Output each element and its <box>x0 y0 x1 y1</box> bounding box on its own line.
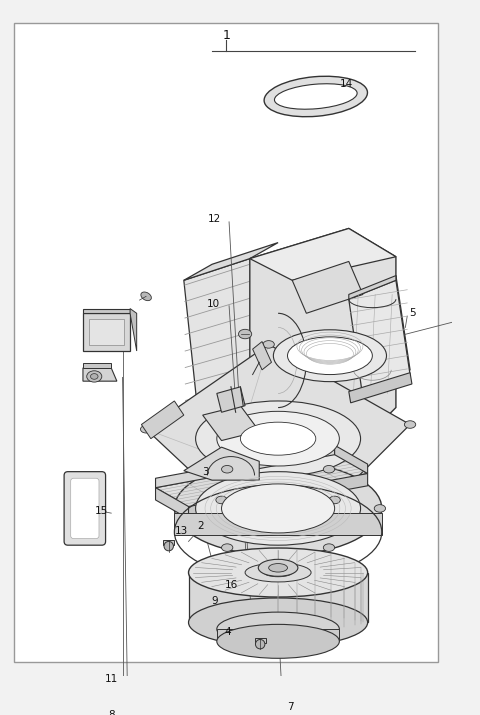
Ellipse shape <box>222 544 233 551</box>
Polygon shape <box>156 488 189 519</box>
Ellipse shape <box>217 612 339 646</box>
Polygon shape <box>203 405 259 440</box>
Ellipse shape <box>222 484 335 533</box>
Ellipse shape <box>216 496 227 503</box>
Polygon shape <box>349 275 396 299</box>
Ellipse shape <box>275 84 357 109</box>
Ellipse shape <box>141 425 152 433</box>
Polygon shape <box>349 280 410 398</box>
Polygon shape <box>254 638 266 644</box>
Ellipse shape <box>87 371 102 382</box>
Ellipse shape <box>374 505 385 512</box>
Polygon shape <box>349 373 412 403</box>
Ellipse shape <box>263 340 274 348</box>
Polygon shape <box>146 345 410 500</box>
Text: 4: 4 <box>225 627 231 637</box>
Polygon shape <box>83 363 111 368</box>
Ellipse shape <box>174 461 382 556</box>
Polygon shape <box>83 313 130 351</box>
Text: 14: 14 <box>340 79 354 89</box>
Polygon shape <box>142 401 184 439</box>
Ellipse shape <box>324 465 335 473</box>
Ellipse shape <box>141 292 151 300</box>
Ellipse shape <box>264 77 368 117</box>
Text: 7: 7 <box>287 702 294 712</box>
Ellipse shape <box>245 563 311 582</box>
Polygon shape <box>217 629 339 641</box>
Polygon shape <box>89 319 124 345</box>
Ellipse shape <box>217 411 339 466</box>
Ellipse shape <box>274 330 386 382</box>
Polygon shape <box>349 275 410 393</box>
Text: 12: 12 <box>208 214 222 224</box>
Ellipse shape <box>329 496 340 503</box>
Polygon shape <box>184 259 269 458</box>
Ellipse shape <box>405 420 416 428</box>
Polygon shape <box>250 229 396 280</box>
Polygon shape <box>156 455 368 506</box>
Polygon shape <box>156 445 335 488</box>
Ellipse shape <box>217 624 339 659</box>
Text: 15: 15 <box>95 506 108 516</box>
Text: 8: 8 <box>108 710 115 715</box>
Polygon shape <box>174 513 382 535</box>
Ellipse shape <box>196 401 360 476</box>
Polygon shape <box>189 573 368 623</box>
Ellipse shape <box>264 568 292 577</box>
Polygon shape <box>189 473 368 519</box>
FancyBboxPatch shape <box>64 472 106 545</box>
Polygon shape <box>184 242 278 280</box>
Ellipse shape <box>189 548 368 597</box>
Polygon shape <box>130 309 137 351</box>
Text: 13: 13 <box>175 526 189 536</box>
Ellipse shape <box>222 465 233 473</box>
Polygon shape <box>184 447 259 480</box>
Polygon shape <box>250 229 396 436</box>
Ellipse shape <box>164 541 173 551</box>
Text: 11: 11 <box>105 674 118 684</box>
Ellipse shape <box>240 422 316 455</box>
Text: 16: 16 <box>225 580 239 590</box>
Ellipse shape <box>239 330 252 339</box>
Ellipse shape <box>196 472 360 545</box>
Ellipse shape <box>324 544 335 551</box>
Ellipse shape <box>269 563 288 572</box>
Text: 5: 5 <box>409 308 416 318</box>
Text: 2: 2 <box>197 521 204 531</box>
Ellipse shape <box>288 337 372 375</box>
Polygon shape <box>335 445 368 473</box>
Ellipse shape <box>91 374 98 379</box>
Polygon shape <box>252 342 272 370</box>
Polygon shape <box>83 309 130 313</box>
Ellipse shape <box>255 639 265 649</box>
Text: 3: 3 <box>202 467 209 477</box>
Polygon shape <box>83 368 117 381</box>
Ellipse shape <box>189 598 368 647</box>
Ellipse shape <box>258 559 298 576</box>
Polygon shape <box>217 387 245 413</box>
Text: 9: 9 <box>212 596 218 606</box>
Polygon shape <box>163 540 174 545</box>
Polygon shape <box>292 262 363 313</box>
FancyBboxPatch shape <box>71 478 99 538</box>
Text: 1: 1 <box>222 29 230 41</box>
Text: 10: 10 <box>206 299 220 309</box>
